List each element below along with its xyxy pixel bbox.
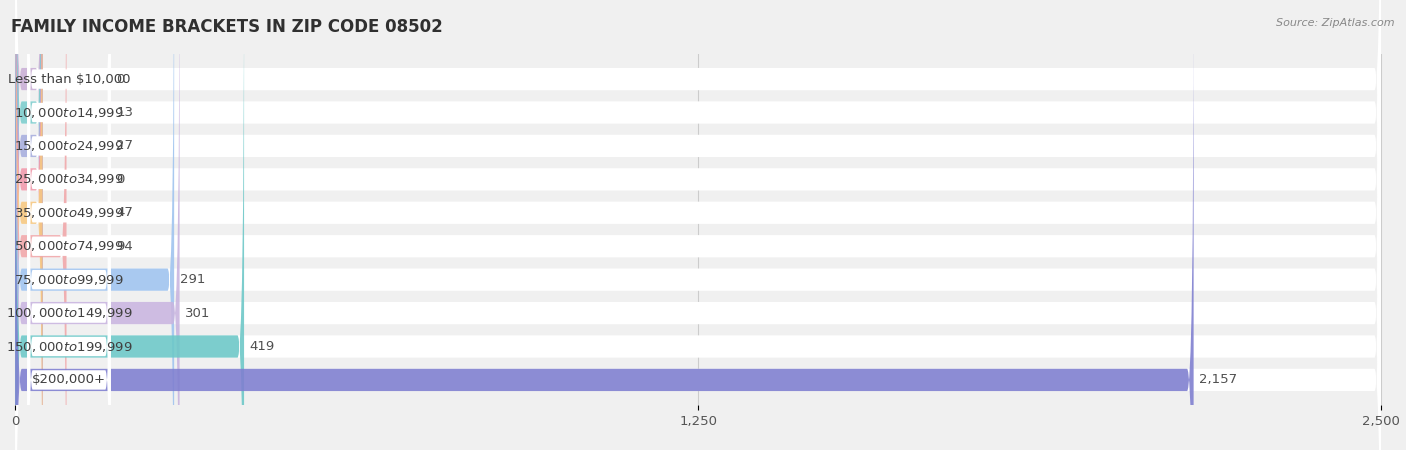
FancyBboxPatch shape: [15, 0, 42, 450]
FancyBboxPatch shape: [15, 0, 180, 450]
Text: 27: 27: [117, 140, 134, 153]
FancyBboxPatch shape: [27, 0, 111, 450]
Text: $10,000 to $14,999: $10,000 to $14,999: [14, 105, 124, 120]
FancyBboxPatch shape: [15, 0, 66, 450]
FancyBboxPatch shape: [27, 0, 111, 450]
FancyBboxPatch shape: [15, 0, 1381, 450]
FancyBboxPatch shape: [15, 0, 1381, 450]
Text: Less than $10,000: Less than $10,000: [7, 72, 131, 86]
FancyBboxPatch shape: [27, 0, 111, 450]
Text: 2,157: 2,157: [1199, 374, 1237, 387]
Text: $200,000+: $200,000+: [32, 374, 105, 387]
FancyBboxPatch shape: [27, 0, 111, 450]
Text: 94: 94: [117, 240, 134, 253]
Text: 13: 13: [117, 106, 134, 119]
Text: Source: ZipAtlas.com: Source: ZipAtlas.com: [1277, 18, 1395, 28]
Text: 0: 0: [117, 72, 125, 86]
FancyBboxPatch shape: [27, 22, 111, 450]
Text: $50,000 to $74,999: $50,000 to $74,999: [14, 239, 124, 253]
Text: 301: 301: [186, 306, 211, 320]
FancyBboxPatch shape: [15, 0, 245, 450]
FancyBboxPatch shape: [15, 0, 1381, 450]
Text: $25,000 to $34,999: $25,000 to $34,999: [14, 172, 124, 186]
Text: 47: 47: [117, 206, 134, 219]
FancyBboxPatch shape: [15, 0, 1381, 450]
Text: 419: 419: [249, 340, 274, 353]
Text: 291: 291: [180, 273, 205, 286]
Text: $100,000 to $149,999: $100,000 to $149,999: [6, 306, 132, 320]
FancyBboxPatch shape: [15, 0, 42, 450]
FancyBboxPatch shape: [15, 0, 1381, 450]
FancyBboxPatch shape: [15, 0, 1194, 450]
FancyBboxPatch shape: [27, 0, 111, 450]
FancyBboxPatch shape: [15, 0, 1381, 450]
Text: $75,000 to $99,999: $75,000 to $99,999: [14, 273, 124, 287]
Text: FAMILY INCOME BRACKETS IN ZIP CODE 08502: FAMILY INCOME BRACKETS IN ZIP CODE 08502: [11, 18, 443, 36]
Text: 0: 0: [117, 173, 125, 186]
FancyBboxPatch shape: [15, 0, 42, 450]
FancyBboxPatch shape: [15, 0, 1381, 450]
FancyBboxPatch shape: [15, 0, 1381, 450]
FancyBboxPatch shape: [27, 55, 111, 450]
FancyBboxPatch shape: [15, 0, 174, 450]
FancyBboxPatch shape: [15, 0, 42, 450]
FancyBboxPatch shape: [27, 0, 111, 450]
FancyBboxPatch shape: [15, 0, 42, 450]
Text: $150,000 to $199,999: $150,000 to $199,999: [6, 339, 132, 354]
Text: $35,000 to $49,999: $35,000 to $49,999: [14, 206, 124, 220]
FancyBboxPatch shape: [15, 0, 1381, 450]
Text: $15,000 to $24,999: $15,000 to $24,999: [14, 139, 124, 153]
FancyBboxPatch shape: [27, 0, 111, 437]
FancyBboxPatch shape: [27, 0, 111, 404]
FancyBboxPatch shape: [15, 0, 1381, 450]
